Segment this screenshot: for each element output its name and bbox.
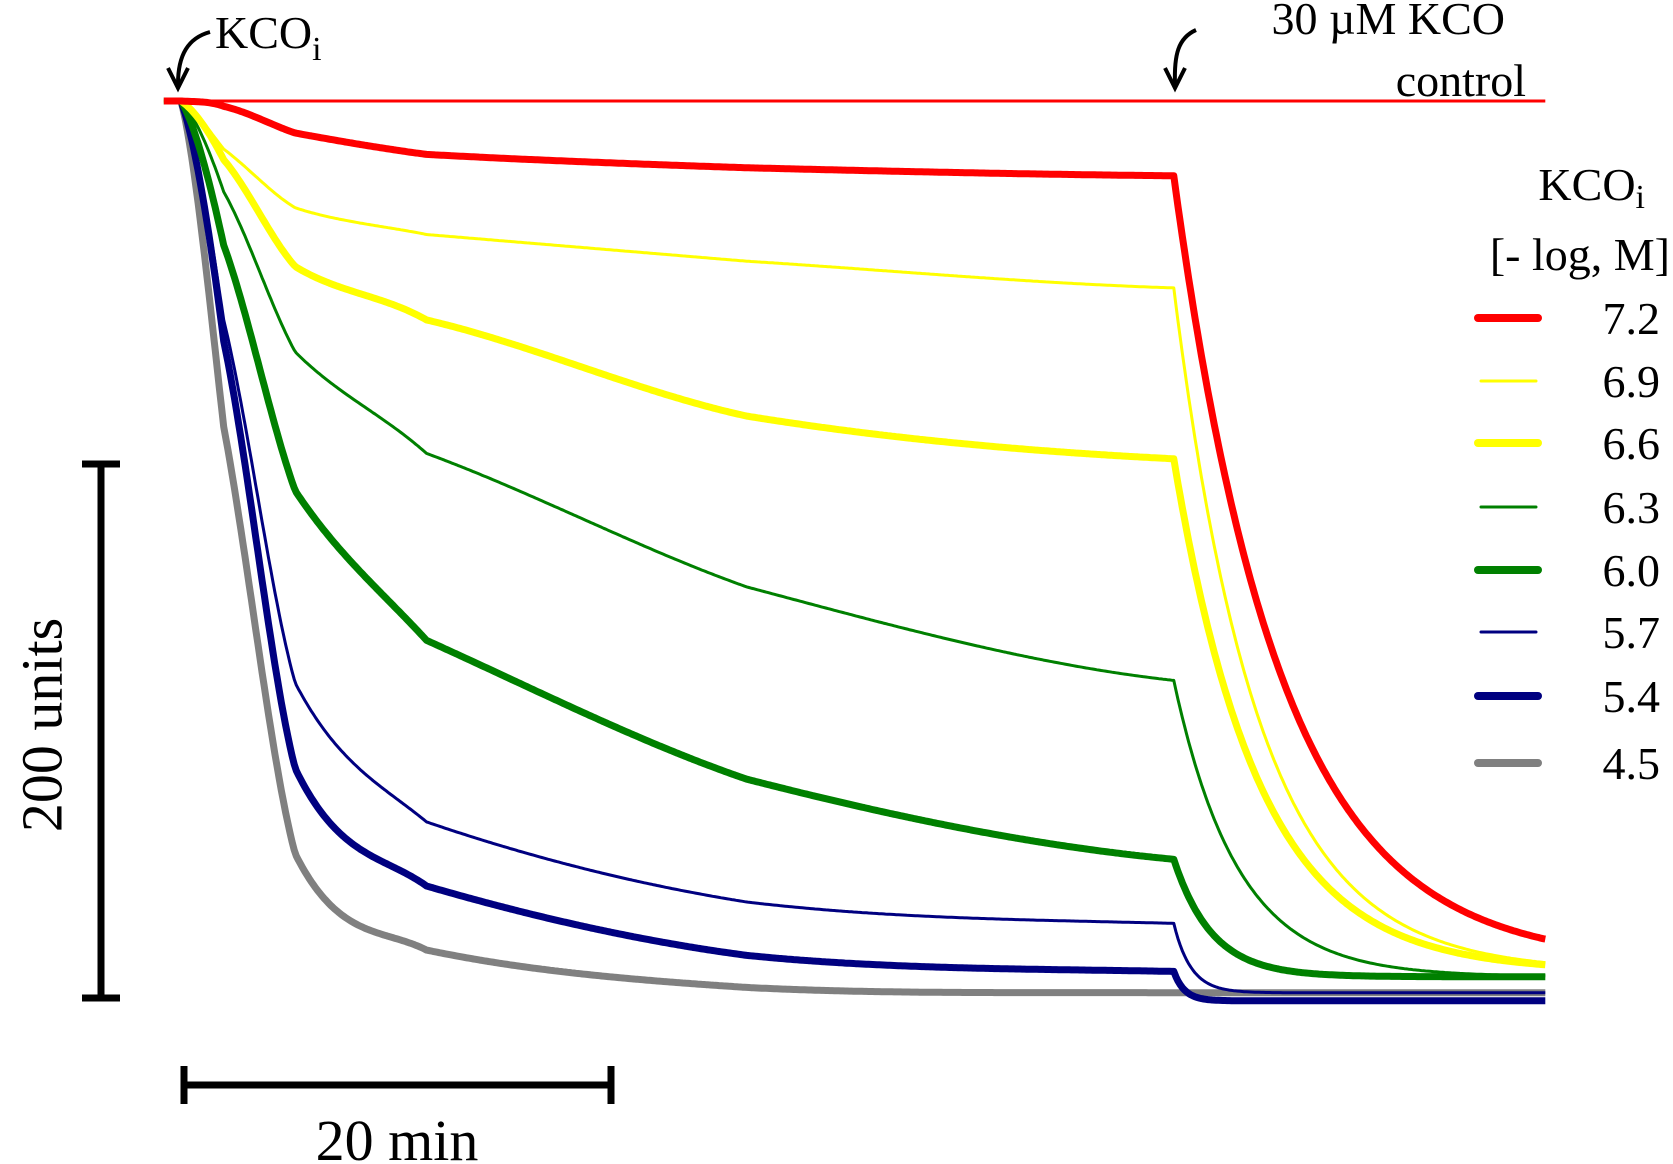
- legend-label-6.9: 6.9: [1603, 356, 1661, 407]
- kco-annotation-line2: control: [1396, 55, 1526, 106]
- series-line-6.0: [162, 97, 1547, 981]
- traces: [162, 97, 1547, 1005]
- legend-label-7.2: 7.2: [1603, 293, 1661, 344]
- legend-label-5.7: 5.7: [1603, 607, 1661, 658]
- vertical-scale-bar: [82, 460, 120, 1002]
- series-line-5.7: [163, 99, 1546, 995]
- kcoi-annotation: KCOi: [215, 7, 322, 68]
- legend-subtitle: [- log, M]: [1490, 229, 1670, 280]
- series-line-5.4: [162, 97, 1547, 1005]
- series-line-6.6: [162, 97, 1547, 969]
- series-line-6.9: [163, 99, 1546, 965]
- kco-arrow-icon: [1172, 28, 1197, 85]
- horizontal-scale-bar: [180, 1066, 615, 1104]
- series-line-7.2: [162, 97, 1547, 943]
- legend-label-6.0: 6.0: [1603, 545, 1661, 596]
- legend-label-5.4: 5.4: [1603, 671, 1661, 722]
- legend-label-6.6: 6.6: [1603, 418, 1661, 469]
- legend: KCOi [- log, M] 7.2 6.9 6.6 6.3 6.0 5.7 5.4 4.5: [1474, 159, 1670, 789]
- legend-label-4.5: 4.5: [1603, 738, 1661, 789]
- kco-annotation-line1: 30 µM KCO: [1271, 0, 1505, 44]
- legend-title: KCOi: [1538, 159, 1645, 216]
- vertical-scale-label: 200 units: [9, 618, 74, 832]
- legend-label-6.3: 6.3: [1603, 482, 1661, 533]
- kcoi-arrow-icon: [176, 30, 211, 85]
- horizontal-scale-label: 20 min: [316, 1108, 479, 1164]
- kcoi-arrowhead-icon: [166, 67, 190, 93]
- kco-arrowhead-icon: [1163, 67, 1187, 93]
- series-line-6.3: [163, 99, 1546, 978]
